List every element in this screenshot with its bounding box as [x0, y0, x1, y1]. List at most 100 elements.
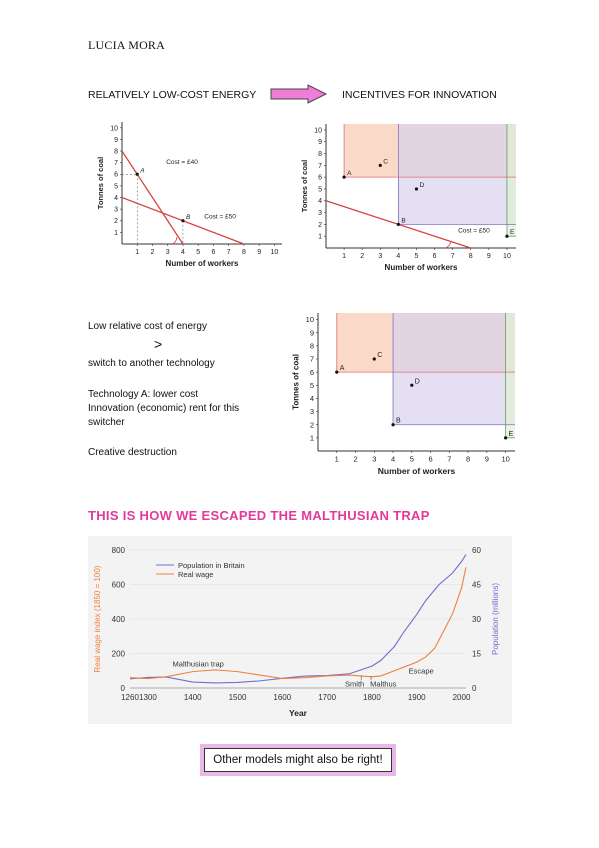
- low-cost-energy-label: RELATIVELY LOW-COST ENERGY: [88, 89, 257, 101]
- dominance-chart: 1 2 3 4 5 6 7 8 9 10 1 2 3 4 5 6 7 8 9 10 Number of workers T…: [292, 313, 515, 476]
- point-d: [410, 383, 414, 387]
- slope-arc: [172, 236, 178, 245]
- y-tick-label: 9: [318, 139, 322, 146]
- author-name: LUCIA MORA: [88, 38, 166, 52]
- point-label-c: C: [377, 352, 382, 359]
- x-tick-label: 2: [353, 455, 357, 464]
- y-tick-label: 800: [112, 546, 126, 555]
- legend-label-real-wage: Real wage: [178, 570, 213, 579]
- y-tick-label: 2: [114, 218, 118, 225]
- x-tick-label: 3: [166, 249, 170, 256]
- annotation-malthus: Malthus: [370, 679, 397, 688]
- y2-tick-label: 60: [472, 546, 481, 555]
- x-tick-label: 1400: [184, 693, 202, 702]
- point-label-c: C: [383, 158, 388, 165]
- y-tick-label: 4: [114, 195, 118, 202]
- x-tick-label: 2000: [453, 693, 471, 702]
- point-e: [504, 436, 508, 440]
- note-line-4: Innovation (economic) rent for this: [88, 403, 240, 414]
- note-line-2: switch to another technology: [88, 358, 215, 369]
- y-tick-label: 4: [310, 394, 314, 403]
- note-line-1: Low relative cost of energy: [88, 321, 207, 332]
- x-tick-label: 6: [433, 253, 437, 260]
- y-axis-label: Tonnes of coal: [300, 160, 309, 212]
- y-tick-label: 7: [114, 160, 118, 167]
- y-tick-label: 5: [114, 183, 118, 190]
- b-dominated-region: [398, 124, 516, 225]
- x-tick-label: 1: [135, 249, 139, 256]
- note-line-3: Technology A: lower cost: [88, 389, 199, 400]
- point-label-a: A: [139, 167, 144, 174]
- x-tick-label: 3: [378, 253, 382, 260]
- x-tick-label: 1500: [229, 693, 247, 702]
- y-tick-label: 2: [318, 222, 322, 229]
- y-tick-label: 10: [110, 125, 118, 132]
- x-tick-label: 8: [466, 455, 470, 464]
- innovation-chart: 1 2 3 4 5 6 7 8 9 10 1 2 3 4 5 6 7 8 9 10 Number of workers T…: [300, 124, 516, 272]
- y-tick-label: 0: [121, 684, 126, 693]
- y-tick-label: 1: [318, 234, 322, 241]
- x-tick-label: 9: [257, 249, 261, 256]
- point-c: [372, 357, 376, 361]
- annotation-malthusian-trap: Malthusian trap: [173, 659, 224, 668]
- x-tick-label: 7: [227, 249, 231, 256]
- y-tick-label: 600: [112, 581, 126, 590]
- x-tick-label: 4: [181, 249, 185, 256]
- point-a: [335, 370, 339, 374]
- incentives-label: INCENTIVES FOR INNOVATION: [342, 89, 497, 101]
- x-tick-label: 1900: [408, 693, 426, 702]
- point-label-b: B: [396, 418, 401, 425]
- point-a: [342, 175, 346, 179]
- y-tick-label: 8: [114, 148, 118, 155]
- x-axis-label: Number of workers: [378, 466, 456, 476]
- y-tick-label: 10: [314, 127, 322, 134]
- x-tick-label: 10: [501, 455, 509, 464]
- x-tick-label: 9: [485, 455, 489, 464]
- y2-tick-label: 0: [472, 684, 477, 693]
- x-tick-label: 1700: [318, 693, 336, 702]
- isocost-chart: 1 2 3 4 5 6 7 8 9 10 1 2 3 4 5 6 7 8 9 10 Number of workers T…: [96, 122, 282, 268]
- point-c: [378, 163, 382, 167]
- arrow-right-icon: [270, 84, 328, 104]
- note-line-5: switcher: [88, 417, 125, 428]
- x-tick-label: 5: [410, 455, 414, 464]
- y-tick-label: 8: [310, 341, 314, 350]
- y-tick-label: 9: [114, 137, 118, 144]
- x-tick-label: 1260: [121, 693, 139, 702]
- y-tick-label: 200: [112, 650, 126, 659]
- y-tick-label: 3: [318, 210, 322, 217]
- y-tick-label: 7: [318, 163, 322, 170]
- x-axis-label: Number of workers: [166, 259, 239, 268]
- point-a: [135, 172, 139, 176]
- y-tick-label: 2: [310, 420, 314, 429]
- y-tick-label: 400: [112, 615, 126, 624]
- series-population-line: [129, 554, 467, 684]
- y-tick-label: 5: [318, 186, 322, 193]
- y2-axis-label: Population (millions): [491, 583, 500, 655]
- y-axis-label: Real wage index (1850 = 100): [93, 565, 102, 672]
- x-tick-label: 5: [196, 249, 200, 256]
- y-tick-label: 1: [114, 230, 118, 237]
- y-axis-label: Tonnes of coal: [96, 157, 105, 209]
- y-tick-label: 6: [310, 368, 314, 377]
- point-label-d: D: [419, 182, 424, 189]
- x-tick-label: 1600: [273, 693, 291, 702]
- point-e: [505, 234, 509, 238]
- point-label-d: D: [415, 378, 420, 385]
- annotation-smith: Smith: [345, 679, 364, 688]
- point-label-a: A: [347, 170, 352, 177]
- x-tick-label: 4: [391, 455, 395, 464]
- x-tick-label: 5: [415, 253, 419, 260]
- x-tick-label: 1800: [363, 693, 381, 702]
- y-tick-label: 8: [318, 151, 322, 158]
- b-dominated-region: [393, 313, 515, 425]
- point-label-a: A: [340, 365, 345, 372]
- x-tick-label: 10: [503, 253, 511, 260]
- x-tick-label: 7: [447, 455, 451, 464]
- point-label-b: B: [186, 214, 191, 221]
- point-d: [414, 187, 419, 191]
- malthus-chart: 0 200 400 600 800 0 15 30 45 60 1260 1300 1400 1500 16…: [88, 536, 512, 724]
- x-tick-label: 4: [396, 253, 400, 260]
- x-tick-label: 3: [372, 455, 376, 464]
- legend-label-population: Population in Britain: [178, 561, 245, 570]
